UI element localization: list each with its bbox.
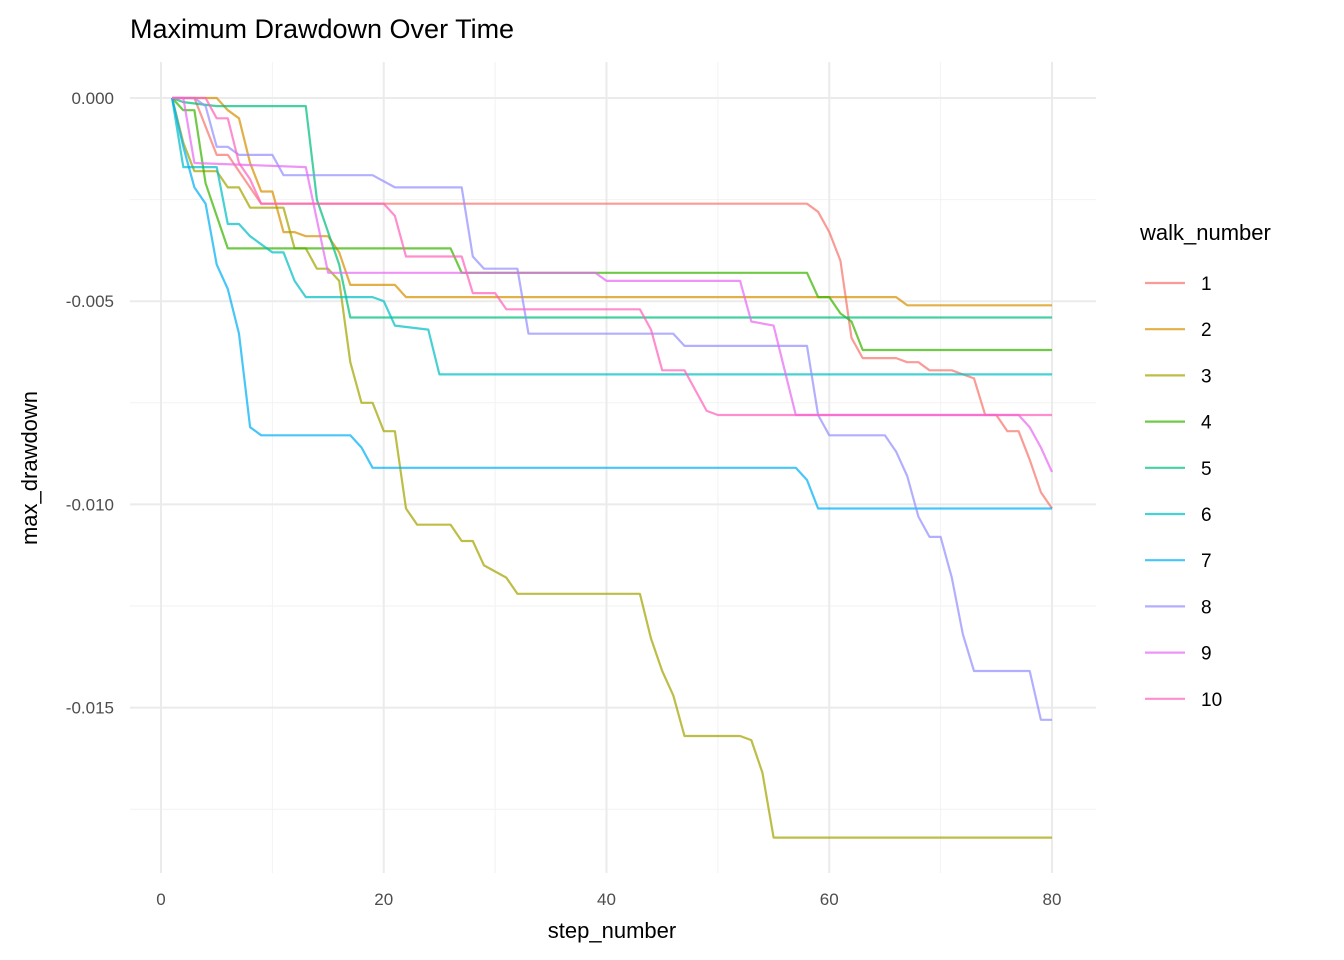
y-tick-label: -0.010	[66, 495, 114, 514]
series-line-3	[171, 97, 1052, 839]
x-tick-label: 20	[374, 890, 393, 909]
legend-label-9: 9	[1201, 644, 1212, 665]
y-tick-label: -0.015	[66, 699, 114, 718]
legend: walk_number 1 2 3 4 5 6 7 8 9 10	[1139, 220, 1271, 711]
legend-label-3: 3	[1201, 366, 1212, 387]
x-axis-label: step_number	[548, 918, 676, 943]
x-tick-label: 60	[820, 890, 839, 909]
y-axis-label: max_drawdown	[17, 391, 42, 545]
series-line-5	[171, 96, 1052, 319]
series-line-9	[172, 96, 1054, 473]
series-line-6	[171, 97, 1052, 376]
x-tick-label: 80	[1043, 890, 1062, 909]
y-tick-label: 0.000	[71, 89, 114, 108]
legend-label-2: 2	[1201, 320, 1212, 341]
legend-label-1: 1	[1201, 274, 1212, 295]
series-line-4	[171, 97, 1052, 352]
grid	[130, 62, 1096, 873]
legend-label-7: 7	[1201, 551, 1212, 572]
legend-label-10: 10	[1201, 690, 1222, 711]
series-line-2	[172, 96, 1052, 307]
legend-label-4: 4	[1201, 413, 1212, 434]
y-tick-label: -0.005	[66, 292, 114, 311]
x-tick-label: 40	[597, 890, 616, 909]
legend-label-8: 8	[1201, 597, 1212, 618]
series-line-10	[172, 96, 1052, 417]
legend-title: walk_number	[1139, 220, 1271, 245]
x-tick-label: 0	[156, 890, 165, 909]
series-lines	[171, 96, 1054, 839]
series-line-8	[172, 96, 1052, 721]
chart-title: Maximum Drawdown Over Time	[130, 14, 514, 44]
tick-labels: 0 20 40 60 80 0.000 -0.005 -0.010 -0.015	[66, 89, 1062, 909]
series-line-7	[171, 97, 1052, 510]
legend-label-6: 6	[1201, 505, 1212, 526]
legend-label-5: 5	[1201, 459, 1212, 480]
series-line-1	[172, 96, 1053, 510]
